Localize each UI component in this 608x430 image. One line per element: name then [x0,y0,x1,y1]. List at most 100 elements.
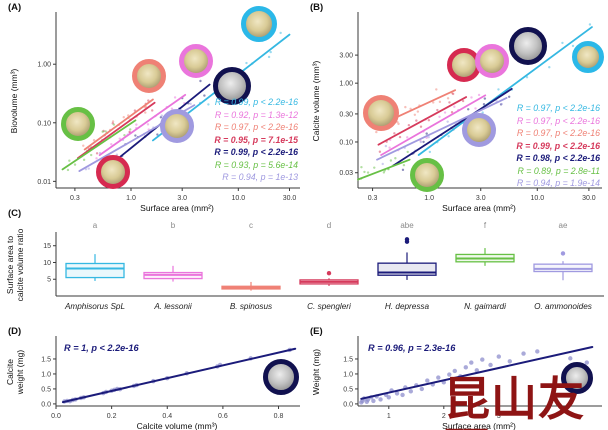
regression-line [380,94,487,156]
scatter-point [488,362,493,368]
species-label: O. ammonoides [534,302,592,311]
scatter-point [279,31,282,35]
stat-line: R = 0.94, p = 1e-13 [222,172,298,182]
regression-line [392,87,513,167]
scatter-point [189,102,192,106]
scatter-point [561,41,564,45]
scatter-point [118,137,121,140]
species-icon-spinosus [132,59,166,93]
species-icon-spengleri [96,155,130,189]
scatter-point [398,135,402,139]
y-axis-title: Calcite volume (mm³) [311,60,321,141]
scatter-point [404,105,407,109]
scatter-point [147,99,150,102]
scatter-point [134,134,137,137]
stat-line: R = 0.97, p < 2.2e-16 [516,115,600,126]
x-tick-label: 10.0 [231,195,245,202]
scatter-point [416,110,420,113]
scatter-point [435,88,438,91]
y-tick-label: 15 [43,243,51,250]
scatter-point [419,386,424,392]
y-tick-label: 0.0 [41,401,51,408]
scatter-point [173,96,177,99]
y-axis-title: Weight (mg) [311,349,321,395]
scatter-point [548,66,551,69]
species-icon-amphisorus [572,41,604,73]
regression-line [61,119,137,171]
x-tick-label: 2 [442,413,446,420]
y-axis-title: calcite volume ratio [15,228,25,301]
y-tick-label: 1.5 [41,356,51,363]
scatter-point [497,88,500,91]
y-tick-label: 5 [47,277,51,284]
x-axis-title: Calcite volume (mm³) [137,421,218,430]
scatter-point [521,351,526,356]
y-tick-label: 0.03 [339,170,353,177]
species-label: C. spengleri [307,302,351,311]
species-label: N. gaimardi [464,302,506,311]
stat-line: R = 0.99, p < 2.2e-16 [214,97,298,107]
scatter-point [388,146,391,149]
species-label: H. depressa [385,302,430,311]
stat-line: R = 0.97, p < 2.2e-16 [516,103,600,113]
scatter-point [409,107,412,111]
outlier-point [404,237,410,242]
scatter-point [203,94,206,97]
scatter-point [366,171,370,174]
scatter-point [378,397,383,402]
species-icon-ammonoides [160,109,194,143]
stat-line: R = 0.98, p < 2.2e-16 [516,153,600,163]
y-tick-label: 3.00 [339,53,353,60]
scatter-point [588,23,592,26]
stats-block-a: R = 0.99, p < 2.2e-16 R = 0.92, p = 1.3e-… [214,96,298,184]
scatter-point [436,375,441,380]
x-tick-label: 0.4 [162,413,172,420]
scatter-point [480,357,485,362]
scatter-point [474,368,479,373]
regression-line [377,96,468,146]
scatter-point [432,101,435,104]
scatter-point [245,61,248,65]
scatter-point [422,140,425,144]
scatter-point [453,105,456,108]
species-icon-lessonii [179,44,213,78]
panel-a-label: (A) [8,2,22,13]
scatter-point [419,125,423,128]
significance-letter: c [249,221,253,230]
scatter-point [425,132,428,135]
stat-line: R = 1, p < 2.2e-16 [64,343,139,353]
scatter-point [446,97,450,100]
scatter-point [95,152,99,155]
scatter-point [267,55,271,59]
regression-line [98,93,187,157]
scatter-point [386,395,391,400]
x-tick-label: 0.6 [218,413,228,420]
box [533,263,593,273]
scatter-point [112,123,116,126]
scatter-point [406,136,409,139]
scatter-point [92,139,96,142]
panel-c-label: (C) [8,208,22,219]
scatter-point [87,167,90,170]
scatter-point [365,397,371,402]
species-icon-spinosus [363,95,399,131]
scatter-point [122,115,125,119]
scatter-point [199,79,202,83]
scatter-point [408,389,413,394]
y-tick-label: 0.5 [41,386,51,393]
scatter-point [425,378,430,383]
scatter-point [402,163,406,167]
box [65,262,125,279]
regression-line [360,345,594,400]
scatter-point [463,365,468,370]
scatter-point [427,119,431,122]
scatter-point [363,170,366,174]
species-label: Amphisorus SpL [64,302,125,311]
scatter-point [447,372,452,377]
scatter-point [95,157,98,160]
scatter-point [394,157,397,160]
species-icon-gaimardi [61,107,95,141]
panel-d: (D) 0.0 0.2 0.4 0.6 0.8 0.0 0.5 1.0 1.5 Calcite v… [5,326,304,430]
y-axis-title: Calcite [6,359,15,385]
stat-line: R = 0.94, p = 1.9e-14 [516,178,600,188]
